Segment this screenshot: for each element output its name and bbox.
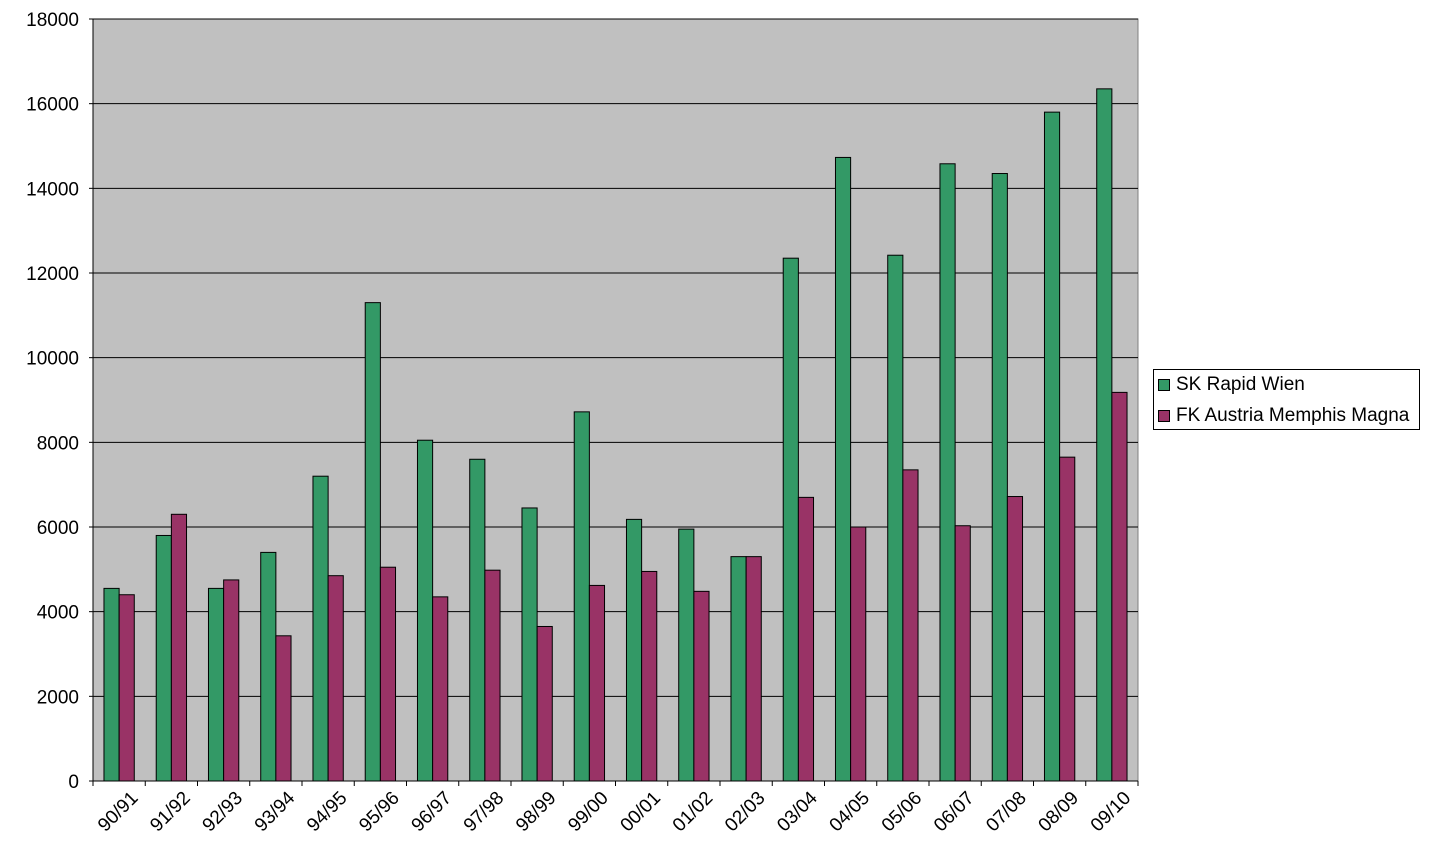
bar-rapid xyxy=(260,551,277,782)
x-tick-label: 97/98 xyxy=(460,788,508,836)
bar-austria xyxy=(170,513,188,782)
bar-rapid xyxy=(416,439,434,782)
bar-rapid xyxy=(155,534,172,782)
bar-austria xyxy=(1059,456,1076,782)
bar-rapid xyxy=(1096,88,1113,782)
y-tick-labels: 0 2000 4000 6000 8000 10000 12000 14000 16000 180… xyxy=(26,10,79,793)
bar-austria xyxy=(379,566,397,782)
bar-rapid xyxy=(1043,111,1061,782)
bar-austria xyxy=(902,469,919,782)
bar-austria xyxy=(484,569,501,782)
bar-rapid xyxy=(364,302,381,782)
x-tick-label: 01/02 xyxy=(669,788,717,836)
y-tick-label: 16000 xyxy=(26,95,79,116)
x-tick-label: 95/96 xyxy=(355,788,403,836)
plot-area xyxy=(92,18,1139,782)
x-tick-label: 93/94 xyxy=(251,787,300,836)
bar-rapid xyxy=(573,411,590,782)
bar-austria xyxy=(432,596,449,782)
legend-label-rapid: SK Rapid Wien xyxy=(1176,374,1305,395)
legend-swatch-rapid xyxy=(1158,379,1170,391)
bar-rapid xyxy=(939,163,956,782)
x-tick-label: 00/01 xyxy=(617,788,665,836)
y-tick-label: 14000 xyxy=(26,179,79,200)
x-tick-label: 99/00 xyxy=(564,788,612,836)
x-tick-label: 94/95 xyxy=(303,788,351,836)
legend-label-austria: FK Austria Memphis Magna xyxy=(1176,405,1410,426)
y-tick-label: 12000 xyxy=(26,264,79,285)
x-tick-labels: 90/91 91/92 92/93 93/94 94/95 95/96 96/97 97/98… xyxy=(94,787,1135,836)
y-tick-label: 6000 xyxy=(37,518,79,539)
bar-rapid xyxy=(469,458,486,782)
axes xyxy=(89,18,1139,786)
bar-rapid xyxy=(678,528,695,782)
bar-austria xyxy=(275,635,292,782)
bars xyxy=(103,88,1128,782)
legend-swatch-austria xyxy=(1158,410,1170,422)
bar-austria xyxy=(641,570,658,782)
x-tick-label: 90/91 xyxy=(94,788,142,836)
bar-austria xyxy=(797,496,815,782)
bar-austria xyxy=(118,594,135,782)
x-tick-label: 96/97 xyxy=(408,788,456,836)
x-tick-label: 98/99 xyxy=(512,788,560,836)
x-tick-label: 08/09 xyxy=(1035,788,1083,836)
bar-rapid xyxy=(782,257,799,782)
x-tick-label: 03/04 xyxy=(773,787,822,836)
x-tick-label: 92/93 xyxy=(199,788,247,836)
bar-rapid xyxy=(312,475,329,782)
y-tick-label: 4000 xyxy=(37,603,79,624)
x-tick-label: 91/92 xyxy=(146,788,194,836)
bar-austria xyxy=(223,579,240,782)
legend: SK Rapid Wien FK Austria Memphis Magna xyxy=(1153,369,1420,430)
bar-rapid xyxy=(834,156,852,782)
bar-rapid xyxy=(103,587,120,782)
y-tick-label: 8000 xyxy=(37,433,79,454)
x-tick-label: 02/03 xyxy=(721,788,769,836)
y-tick-label: 0 xyxy=(68,772,79,793)
bar-rapid xyxy=(207,587,225,782)
legend-item-austria: FK Austria Memphis Magna xyxy=(1158,405,1409,427)
x-tick-label: 06/07 xyxy=(930,788,978,836)
bar-austria xyxy=(536,625,553,782)
x-tick-label: 09/10 xyxy=(1087,788,1135,836)
y-tick-label: 10000 xyxy=(26,349,79,370)
bar-austria xyxy=(1111,391,1128,782)
y-tick-label: 2000 xyxy=(37,687,79,708)
bar-rapid xyxy=(625,518,643,782)
bar-rapid xyxy=(887,254,904,782)
bar-austria xyxy=(850,526,867,782)
bar-austria xyxy=(954,525,971,782)
bar-austria xyxy=(693,590,710,782)
bar-austria xyxy=(327,575,344,782)
bar-austria xyxy=(745,556,762,782)
bar-rapid xyxy=(730,556,747,782)
x-tick-label: 04/05 xyxy=(826,788,874,836)
y-tick-label: 18000 xyxy=(26,10,79,31)
x-tick-label: 05/06 xyxy=(878,788,926,836)
bar-rapid xyxy=(521,507,538,782)
legend-item-rapid: SK Rapid Wien xyxy=(1158,374,1305,396)
bar-austria xyxy=(588,584,606,782)
bar-austria xyxy=(1006,496,1024,782)
bar-rapid xyxy=(991,173,1008,782)
x-tick-label: 07/08 xyxy=(982,788,1030,836)
